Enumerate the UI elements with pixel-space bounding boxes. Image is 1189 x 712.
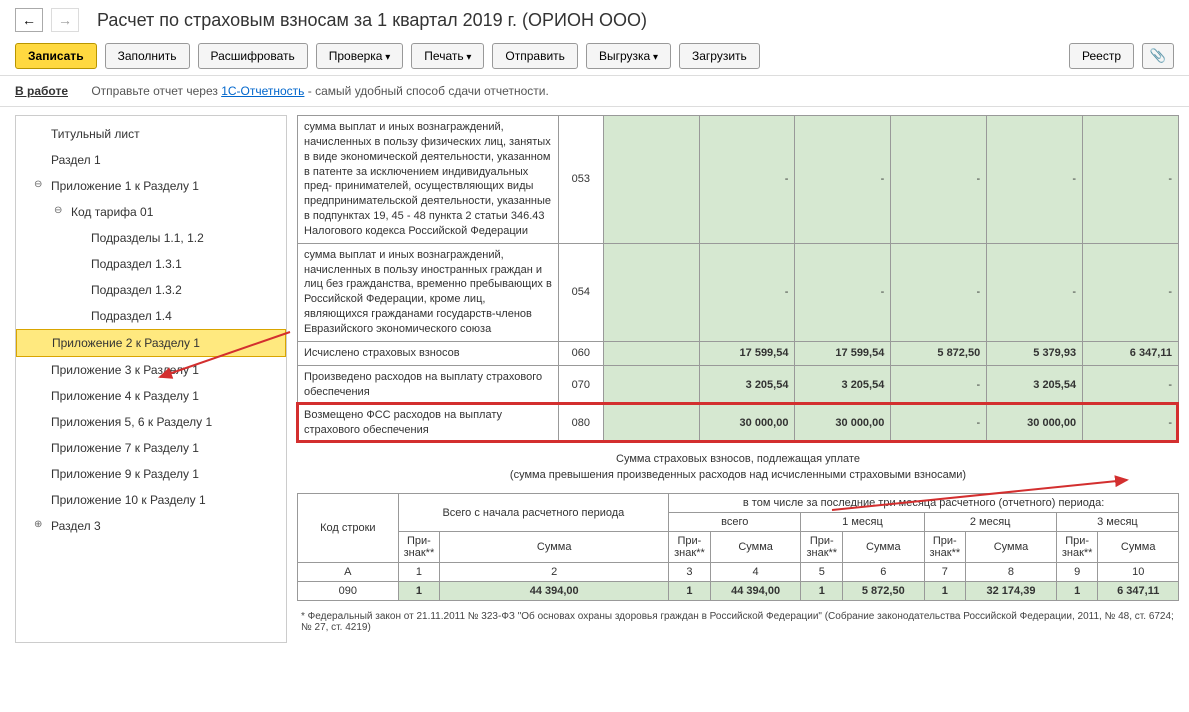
- send-button[interactable]: Отправить: [492, 43, 578, 69]
- sub-value[interactable]: 1: [801, 582, 843, 601]
- row-value[interactable]: -: [1083, 365, 1179, 404]
- sub-value[interactable]: 1: [669, 582, 711, 601]
- row-value[interactable]: [603, 404, 699, 443]
- row-value[interactable]: [603, 365, 699, 404]
- row-value[interactable]: 3 205,54: [987, 365, 1083, 404]
- row-value[interactable]: 17 599,54: [699, 341, 795, 365]
- sub-table: Код строкиВсего с начала расчетного пери…: [297, 493, 1179, 601]
- print-button[interactable]: Печать: [411, 43, 484, 69]
- row-code: 070: [558, 365, 603, 404]
- tree-item[interactable]: Подразделы 1.1, 1.2: [16, 225, 286, 251]
- status-link[interactable]: В работе: [15, 84, 68, 98]
- check-button[interactable]: Проверка: [316, 43, 404, 69]
- row-value[interactable]: 30 000,00: [795, 404, 891, 443]
- tree-toggle-icon[interactable]: ⊕: [34, 519, 42, 530]
- save-button[interactable]: Записать: [15, 43, 97, 69]
- tree-toggle-icon[interactable]: ⊖: [34, 179, 42, 190]
- tree-item[interactable]: Приложение 9 к Разделу 1: [16, 461, 286, 487]
- tree-item[interactable]: Подраздел 1.3.2: [16, 277, 286, 303]
- decrypt-button[interactable]: Расшифровать: [198, 43, 308, 69]
- tree-item[interactable]: ⊖Код тарифа 01: [16, 199, 286, 225]
- row-value[interactable]: 3 205,54: [795, 365, 891, 404]
- section-title: Сумма страховых взносов, подлежащая упла…: [297, 443, 1179, 469]
- row-value[interactable]: 5 872,50: [891, 341, 987, 365]
- tree-item[interactable]: Приложение 10 к Разделу 1: [16, 487, 286, 513]
- forward-button[interactable]: →: [51, 8, 79, 32]
- row-desc: Исчислено страховых взносов: [298, 341, 559, 365]
- sub-value[interactable]: 44 394,00: [440, 582, 669, 601]
- row-value[interactable]: [603, 116, 699, 244]
- tree-item[interactable]: Приложение 2 к Разделу 1: [16, 329, 286, 357]
- report-link[interactable]: 1С-Отчетность: [221, 84, 304, 98]
- tree-item[interactable]: Приложение 3 к Разделу 1: [16, 357, 286, 383]
- tree-item[interactable]: Подраздел 1.3.1: [16, 251, 286, 277]
- row-value[interactable]: -: [891, 116, 987, 244]
- content-area: сумма выплат и иных вознаграждений, начи…: [287, 107, 1189, 643]
- row-value[interactable]: -: [1083, 404, 1179, 443]
- row-value[interactable]: -: [699, 243, 795, 341]
- row-value[interactable]: [603, 243, 699, 341]
- row-code: 060: [558, 341, 603, 365]
- export-button[interactable]: Выгрузка: [586, 43, 671, 69]
- import-button[interactable]: Загрузить: [679, 43, 760, 69]
- tree-toggle-icon[interactable]: ⊖: [54, 205, 62, 216]
- row-value[interactable]: -: [891, 404, 987, 443]
- tree-item[interactable]: ⊕Раздел 3: [16, 513, 286, 539]
- tree-item[interactable]: ⊖Приложение 1 к Разделу 1: [16, 173, 286, 199]
- registry-button[interactable]: Реестр: [1069, 43, 1134, 69]
- row-value[interactable]: -: [1083, 243, 1179, 341]
- table-row: Возмещено ФСС расходов на выплату страхо…: [298, 404, 1179, 443]
- table-row: сумма выплат и иных вознаграждений, начи…: [298, 116, 1179, 244]
- table-row: сумма выплат и иных вознаграждений, начи…: [298, 243, 1179, 341]
- attach-icon[interactable]: 📎: [1142, 43, 1174, 69]
- row-value[interactable]: -: [1083, 116, 1179, 244]
- sub-value[interactable]: 6 347,11: [1098, 582, 1179, 601]
- section-subtitle: (сумма превышения произведенных расходов…: [297, 469, 1179, 489]
- sub-value[interactable]: 5 872,50: [843, 582, 924, 601]
- tree-item[interactable]: Приложение 4 к Разделу 1: [16, 383, 286, 409]
- row-value[interactable]: 30 000,00: [987, 404, 1083, 443]
- tree-item[interactable]: Подраздел 1.4: [16, 303, 286, 329]
- sidebar: Титульный листРаздел 1⊖Приложение 1 к Ра…: [15, 115, 287, 643]
- info-text: Отправьте отчет через 1С-Отчетность - са…: [91, 84, 548, 98]
- row-value[interactable]: 5 379,93: [987, 341, 1083, 365]
- sub-value[interactable]: 1: [398, 582, 440, 601]
- row-value[interactable]: [603, 341, 699, 365]
- row-value[interactable]: -: [795, 116, 891, 244]
- sub-value[interactable]: 1: [924, 582, 966, 601]
- tree-item[interactable]: Приложение 7 к Разделу 1: [16, 435, 286, 461]
- row-value[interactable]: -: [699, 116, 795, 244]
- page-title: Расчет по страховым взносам за 1 квартал…: [97, 10, 647, 31]
- tree-item[interactable]: Титульный лист: [16, 121, 286, 147]
- row-value[interactable]: -: [795, 243, 891, 341]
- row-value[interactable]: -: [891, 365, 987, 404]
- row-value[interactable]: -: [987, 243, 1083, 341]
- row-desc: сумма выплат и иных вознаграждений, начи…: [298, 243, 559, 341]
- footnote: * Федеральный закон от 21.11.2011 № 323-…: [297, 601, 1179, 643]
- row-value[interactable]: 17 599,54: [795, 341, 891, 365]
- row-value[interactable]: 30 000,00: [699, 404, 795, 443]
- row-value[interactable]: -: [987, 116, 1083, 244]
- row-value[interactable]: 3 205,54: [699, 365, 795, 404]
- row-desc: сумма выплат и иных вознаграждений, начи…: [298, 116, 559, 244]
- row-code: 080: [558, 404, 603, 443]
- tree-item[interactable]: Приложения 5, 6 к Разделу 1: [16, 409, 286, 435]
- sub-value[interactable]: 44 394,00: [710, 582, 801, 601]
- row-code: 054: [558, 243, 603, 341]
- tree-item[interactable]: Раздел 1: [16, 147, 286, 173]
- row-value[interactable]: -: [891, 243, 987, 341]
- main-table: сумма выплат и иных вознаграждений, начи…: [297, 115, 1179, 443]
- back-button[interactable]: ←: [15, 8, 43, 32]
- fill-button[interactable]: Заполнить: [105, 43, 190, 69]
- row-value[interactable]: 6 347,11: [1083, 341, 1179, 365]
- row-desc: Произведено расходов на выплату страхово…: [298, 365, 559, 404]
- sub-value[interactable]: 32 174,39: [966, 582, 1057, 601]
- table-row: Исчислено страховых взносов060 17 599,541…: [298, 341, 1179, 365]
- sub-value[interactable]: 1: [1056, 582, 1098, 601]
- row-code: 053: [558, 116, 603, 244]
- table-row: Произведено расходов на выплату страхово…: [298, 365, 1179, 404]
- row-desc: Возмещено ФСС расходов на выплату страхо…: [298, 404, 559, 443]
